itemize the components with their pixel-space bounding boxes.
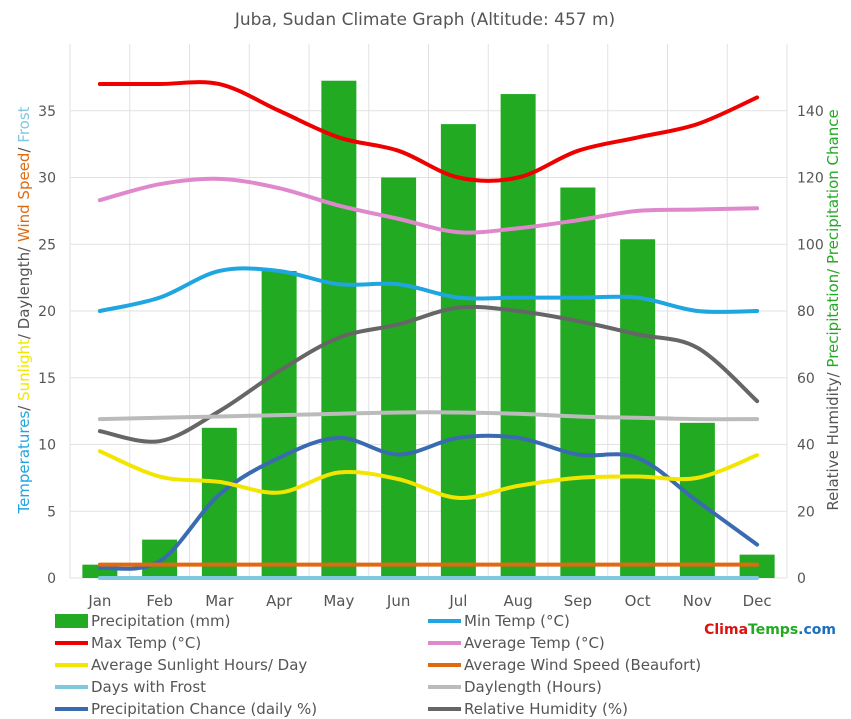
left-tick-label: 30 — [38, 171, 56, 187]
legend-swatch — [55, 614, 88, 628]
precipitation-bar-oct — [620, 239, 656, 578]
left-axis-label-part: / — [15, 143, 33, 153]
grid — [69, 44, 788, 579]
left-tick-label: 0 — [47, 571, 56, 587]
left-tick-label: 25 — [38, 237, 56, 253]
legend-item-average-sunlight-hours-day: Average Sunlight Hours/ Day — [55, 656, 307, 674]
left-tick-label: 10 — [38, 438, 56, 454]
x-tick-label: Aug — [503, 592, 532, 610]
precipitation-bar-may — [321, 80, 357, 579]
min-temp-c-line — [97, 266, 760, 314]
precipitation-bar-mar — [201, 427, 237, 578]
right-axis-label-part: Precipitation/ Precipitation Chance — [824, 109, 842, 367]
legend-label: Days with Frost — [91, 678, 206, 696]
watermark-part: Clima — [704, 622, 748, 638]
max-temp-c-line — [97, 80, 760, 183]
left-axis-label-part: Frost — [15, 106, 33, 142]
left-axis-label-part: / — [15, 401, 33, 411]
left-axis-label-part: / Daylength/ — [15, 242, 33, 339]
chart-title: Juba, Sudan Climate Graph (Altitude: 457… — [234, 10, 615, 30]
precipitation-bar-sep — [560, 187, 596, 578]
precipitation-bar-apr — [261, 270, 297, 578]
right-tick-label: 140 — [797, 104, 824, 120]
legend-label: Average Sunlight Hours/ Day — [91, 656, 307, 674]
legend-item-relative-humidity: Relative Humidity (%) — [428, 700, 628, 718]
left-axis-label-part: Sunlight — [15, 339, 33, 401]
x-tick-label: Mar — [205, 592, 234, 610]
x-tick-label: Jan — [87, 592, 111, 610]
left-axis-label-part: Temperatures — [15, 411, 33, 515]
precipitation-chance-daily-line — [97, 433, 760, 571]
legend-item-max-temp-c: Max Temp (°C) — [55, 634, 201, 652]
precipitation-bar-jun — [381, 177, 417, 578]
legend-label: Average Temp (°C) — [464, 634, 605, 652]
x-tick-label: Feb — [146, 592, 173, 610]
x-tick-label: Jun — [386, 592, 410, 610]
legend-label: Relative Humidity (%) — [464, 700, 628, 718]
axes: 0 5 10 15 20 25 30 35 0 20 40 60 80 100 120 140 Jan Feb Ma… — [38, 104, 824, 610]
left-axis-label-part: Wind Speed — [15, 153, 33, 243]
legend-label: Precipitation (mm) — [91, 612, 230, 630]
watermark-part: Temps — [748, 622, 798, 638]
x-tick-label: Apr — [266, 592, 293, 610]
x-tick-label: Oct — [625, 592, 651, 610]
right-axis-label: Relative Humidity/ Precipitation/ Precip… — [824, 109, 842, 510]
average-sunlight-hours-day-line — [97, 449, 760, 500]
legend-item-days-with-frost: Days with Frost — [55, 678, 206, 696]
precipitation-bar-feb — [142, 539, 178, 578]
right-tick-label: 100 — [797, 237, 824, 253]
precipitation-bar-jul — [440, 124, 476, 578]
average-temp-c-line — [97, 176, 760, 235]
left-axis-label: Temperatures/ Sunlight/ Daylength/ Wind … — [15, 106, 33, 514]
right-axis-label-part: Relative Humidity/ — [824, 368, 842, 511]
legend-label: Precipitation Chance (daily %) — [91, 700, 317, 718]
x-tick-label: Sep — [564, 592, 592, 610]
legend-item-daylength-hours: Daylength (Hours) — [428, 678, 602, 696]
legend-label: Min Temp (°C) — [464, 612, 570, 630]
watermark-logo: ClimaTemps.com — [704, 622, 836, 638]
x-tick-label: Jul — [448, 592, 467, 610]
legend-item-precipitation-mm: Precipitation (mm) — [55, 612, 230, 630]
right-tick-label: 40 — [797, 438, 815, 454]
legend-item-average-wind-speed-beaufort: Average Wind Speed (Beaufort) — [428, 656, 701, 674]
daylength-hours-line — [97, 410, 760, 422]
legend: Precipitation (mm) Min Temp (°C) Max Temp … — [55, 612, 701, 718]
left-tick-label: 35 — [38, 104, 56, 120]
series-lines — [97, 80, 760, 580]
x-tick-label: Dec — [743, 592, 772, 610]
legend-item-precipitation-chance-daily: Precipitation Chance (daily %) — [55, 700, 317, 718]
right-tick-label: 0 — [797, 571, 806, 587]
x-tick-label: May — [323, 592, 354, 610]
legend-label: Daylength (Hours) — [464, 678, 602, 696]
right-tick-label: 120 — [797, 171, 824, 187]
right-tick-label: 20 — [797, 504, 815, 520]
precipitation-bar-aug — [500, 94, 536, 578]
right-tick-label: 60 — [797, 371, 815, 387]
legend-label: Max Temp (°C) — [91, 634, 201, 652]
legend-item-min-temp-c: Min Temp (°C) — [428, 612, 570, 630]
right-tick-label: 80 — [797, 304, 815, 320]
legend-item-average-temp-c: Average Temp (°C) — [428, 634, 605, 652]
left-tick-label: 15 — [38, 371, 56, 387]
x-tick-label: Nov — [683, 592, 712, 610]
left-tick-label: 20 — [38, 304, 56, 320]
legend-label: Average Wind Speed (Beaufort) — [464, 656, 701, 674]
watermark-part: .com — [798, 622, 836, 638]
left-tick-label: 5 — [47, 504, 56, 520]
